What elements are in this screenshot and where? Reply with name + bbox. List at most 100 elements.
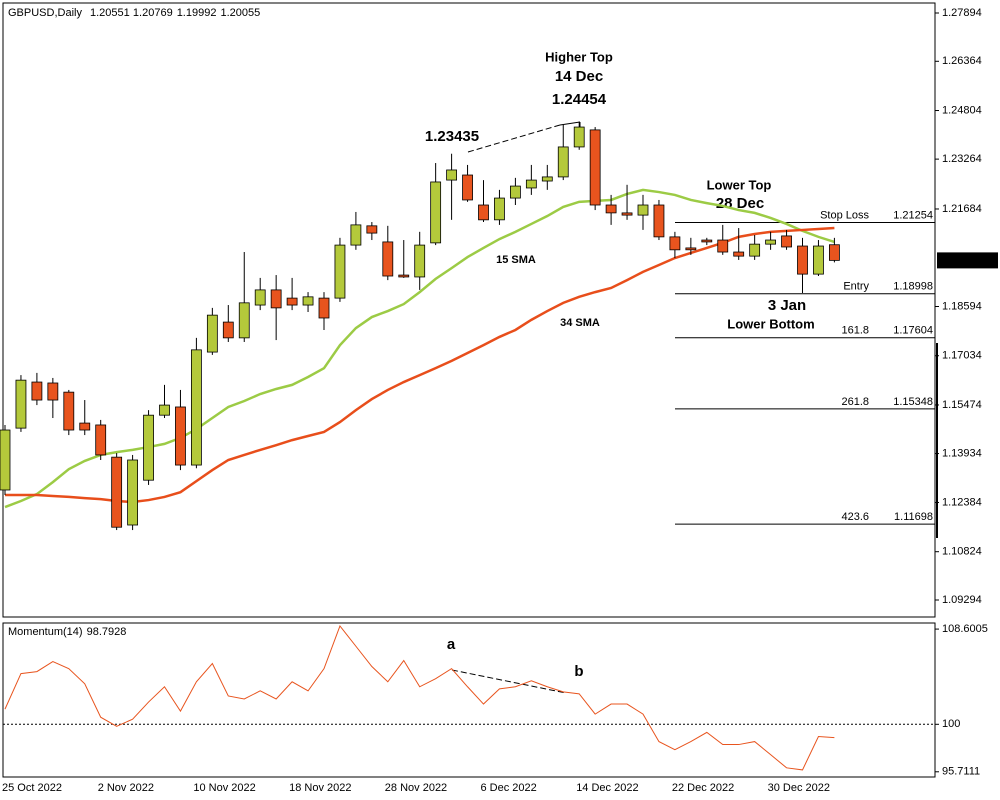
candle-body [813, 245, 824, 275]
candle-body [334, 244, 346, 299]
candle-body [573, 126, 585, 148]
candle-body [254, 289, 266, 306]
candle-body [749, 243, 761, 257]
x-tick-label: 28 Nov 2022 [385, 782, 447, 794]
annotation: Higher Top [545, 49, 613, 64]
momentum-title: Momentum(14) [8, 626, 83, 638]
candle-body [382, 241, 394, 277]
candle-body [238, 302, 250, 339]
candle-body [366, 225, 378, 234]
candle-body [494, 197, 505, 221]
level-value: 1.21254 [893, 209, 933, 221]
momentum-panel [2, 622, 936, 778]
candle-body [175, 406, 186, 466]
candle-body [222, 321, 234, 339]
y-tick-label: 1.09294 [942, 594, 982, 606]
candle-body [286, 297, 298, 306]
candle-body [653, 204, 665, 238]
momentum-line [4, 624, 835, 771]
candle-body [0, 429, 11, 491]
candle-body [350, 224, 362, 246]
open-value: 1.20551 [90, 7, 130, 19]
candle-body [462, 174, 473, 201]
candle-body [701, 239, 713, 243]
candle-body [127, 459, 138, 526]
low-value: 1.19992 [177, 7, 217, 19]
level-label: 423.6 [841, 511, 869, 523]
candle-body [797, 245, 808, 275]
annotation: 1.23435 [425, 128, 479, 145]
series-label: 15 SMA [496, 254, 536, 266]
x-tick-label: 18 Nov 2022 [289, 782, 351, 794]
y-tick-label: 1.10824 [942, 546, 982, 558]
y-tick-label: 1.23264 [942, 153, 982, 165]
candle-body [111, 456, 123, 528]
candle-body [717, 239, 729, 253]
candle-body [143, 414, 154, 481]
candle-body [398, 274, 410, 278]
candle-body [478, 204, 489, 221]
y-tick-label: 1.17034 [942, 350, 982, 362]
candle-body [159, 404, 170, 416]
y-tick-label: 1.26364 [942, 55, 982, 67]
candle-body [669, 236, 681, 251]
candle-body [589, 129, 601, 206]
candle-body [509, 185, 521, 199]
candle-body [47, 382, 59, 401]
close-value: 1.20055 [220, 7, 260, 19]
candle-body [270, 289, 282, 309]
sma-line [5, 226, 835, 504]
momentum-last: 98.7928 [87, 626, 127, 638]
annotation: Lower Top [707, 177, 772, 192]
x-tick-label: 22 Dec 2022 [672, 782, 734, 794]
candle-body [829, 244, 840, 261]
candle-body [637, 204, 649, 216]
y-tick-label: 100 [942, 718, 960, 730]
x-tick-label: 30 Dec 2022 [768, 782, 830, 794]
y-tick-label: 1.21684 [942, 203, 982, 215]
candle-body [621, 212, 633, 216]
level-value: 1.18998 [893, 281, 933, 293]
x-tick-label: 10 Nov 2022 [193, 782, 255, 794]
symbol: GBPUSD,Daily [8, 7, 82, 19]
y-tick-label: 1.24804 [942, 104, 982, 116]
level-label: 261.8 [841, 396, 869, 408]
candle-body [95, 424, 107, 456]
candle-body [525, 179, 537, 189]
y-tick-label: 95.7111 [942, 766, 980, 778]
y-tick-label: 1.27894 [942, 7, 982, 19]
connector [467, 124, 561, 153]
annotation: Lower Bottom [727, 316, 814, 331]
level-label: 161.8 [841, 325, 869, 337]
momentum-connector [451, 669, 567, 694]
x-tick-label: 6 Dec 2022 [481, 782, 537, 794]
price-box [937, 252, 998, 269]
y-tick-label: 1.13934 [942, 447, 982, 459]
candle-body [781, 235, 792, 248]
candle-body [557, 146, 569, 178]
x-tick-label: 25 Oct 2022 [2, 782, 62, 794]
y-tick-label: 1.18594 [942, 300, 982, 312]
level-label: Entry [843, 281, 869, 293]
candle-body [733, 251, 745, 257]
connector [559, 121, 581, 126]
candle-body [414, 244, 426, 278]
candle-body [605, 204, 617, 214]
main-panel [2, 2, 936, 618]
level-label: Stop Loss [820, 209, 869, 221]
candle-body [302, 296, 314, 306]
candle-body [190, 349, 202, 466]
header: GBPUSD,Daily 1.20551 1.20769 1.19992 1.20055 [8, 7, 260, 19]
candle-body [15, 379, 27, 429]
candle-body [430, 181, 442, 244]
annotation: b [574, 663, 583, 680]
series-label: 34 SMA [560, 317, 600, 329]
y-tick-label: 108.6005 [942, 623, 988, 635]
annotation: 1.24454 [552, 91, 607, 108]
y-tick-label: 1.12384 [942, 496, 982, 508]
level-value: 1.17604 [893, 325, 933, 337]
candle-body [79, 422, 91, 431]
candle-body [63, 391, 75, 431]
plot: 1.27894 1.26364 1.24804 1.23264 1.21684 1.185… [0, 7, 998, 794]
